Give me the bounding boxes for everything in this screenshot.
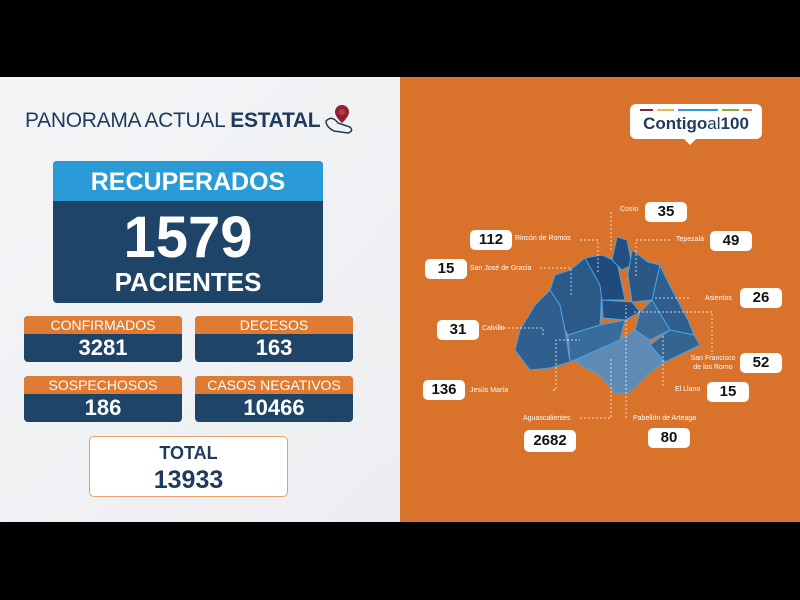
state-map: [500, 212, 713, 419]
region-pabellon: [601, 299, 641, 321]
value-rincon-de-romos: 112: [470, 230, 512, 250]
recuperados-unit: PACIENTES: [114, 267, 262, 297]
label-aguascalientes: Aguascalientes: [523, 415, 571, 422]
card-label: SOSPECHOSOS: [24, 376, 182, 394]
region-cosio: [611, 236, 633, 271]
card-label: CASOS NEGATIVOS: [195, 376, 353, 394]
recuperados-value: 1579: [123, 205, 253, 270]
label-tepezala: Tepezalá: [676, 236, 705, 243]
decesos-card: DECESOS 163: [195, 316, 353, 362]
card-value: 3281: [78, 335, 128, 360]
label-pabellon-de-arteaga: Pabellón de Arteaga: [633, 415, 697, 422]
card-label: CONFIRMADOS: [24, 316, 182, 334]
value-jesus-maria: 136: [423, 380, 465, 400]
label-jesus-maria: Jesús María: [470, 387, 509, 394]
sospechosos-card: SOSPECHOSOS 186: [24, 376, 182, 422]
region-san-francisco: [634, 299, 671, 341]
total-label: TOTAL: [159, 443, 218, 463]
value-cosio: 35: [645, 202, 687, 222]
value-aguascalientes: 2682: [524, 430, 576, 452]
label-rincon-de-romos: Rincón de Romos: [515, 235, 571, 242]
card-value: 163: [255, 335, 293, 360]
label-el-llano: El Llano: [675, 386, 701, 393]
label-san-francisco-de-los-romo: San Francisco de los Romo: [690, 355, 736, 371]
region-rincon-de-romos: [584, 254, 626, 301]
card-label: DECESOS: [195, 316, 353, 334]
card-value: 10466: [243, 395, 305, 420]
value-pabellon-de-arteaga: 80: [648, 428, 690, 448]
contigo-al-100-logo: Contigoal100: [630, 104, 762, 145]
confirmados-card: CONFIRMADOS 3281: [24, 316, 182, 362]
label-asientos: Asientos: [705, 295, 732, 302]
total-value: 13933: [153, 466, 224, 494]
value-san-jose-de-gracia: 15: [425, 259, 467, 279]
recuperados-card: RECUPERADOS 1579 PACIENTES: [53, 161, 323, 303]
total-card: TOTAL 13933: [89, 436, 288, 497]
recuperados-label: RECUPERADOS: [53, 161, 323, 201]
value-calvillo: 31: [437, 320, 479, 340]
value-el-llano: 15: [707, 382, 749, 402]
label-calvillo: Calvillo: [482, 325, 505, 332]
label-san-jose-de-gracia: San José de Gracia: [470, 265, 532, 272]
region-aguascalientes: [574, 329, 666, 394]
value-san-francisco-de-los-romo: 52: [740, 353, 782, 373]
value-asientos: 26: [740, 288, 782, 308]
value-tepezala: 49: [710, 231, 752, 251]
label-cosio: Cosío: [620, 206, 639, 213]
map-pin-hand-icon: [325, 105, 353, 134]
card-value: 186: [84, 395, 122, 420]
page-title: PANORAMA ACTUAL ESTATAL: [25, 109, 321, 132]
casos-negativos-card: CASOS NEGATIVOS 10466: [195, 376, 353, 422]
